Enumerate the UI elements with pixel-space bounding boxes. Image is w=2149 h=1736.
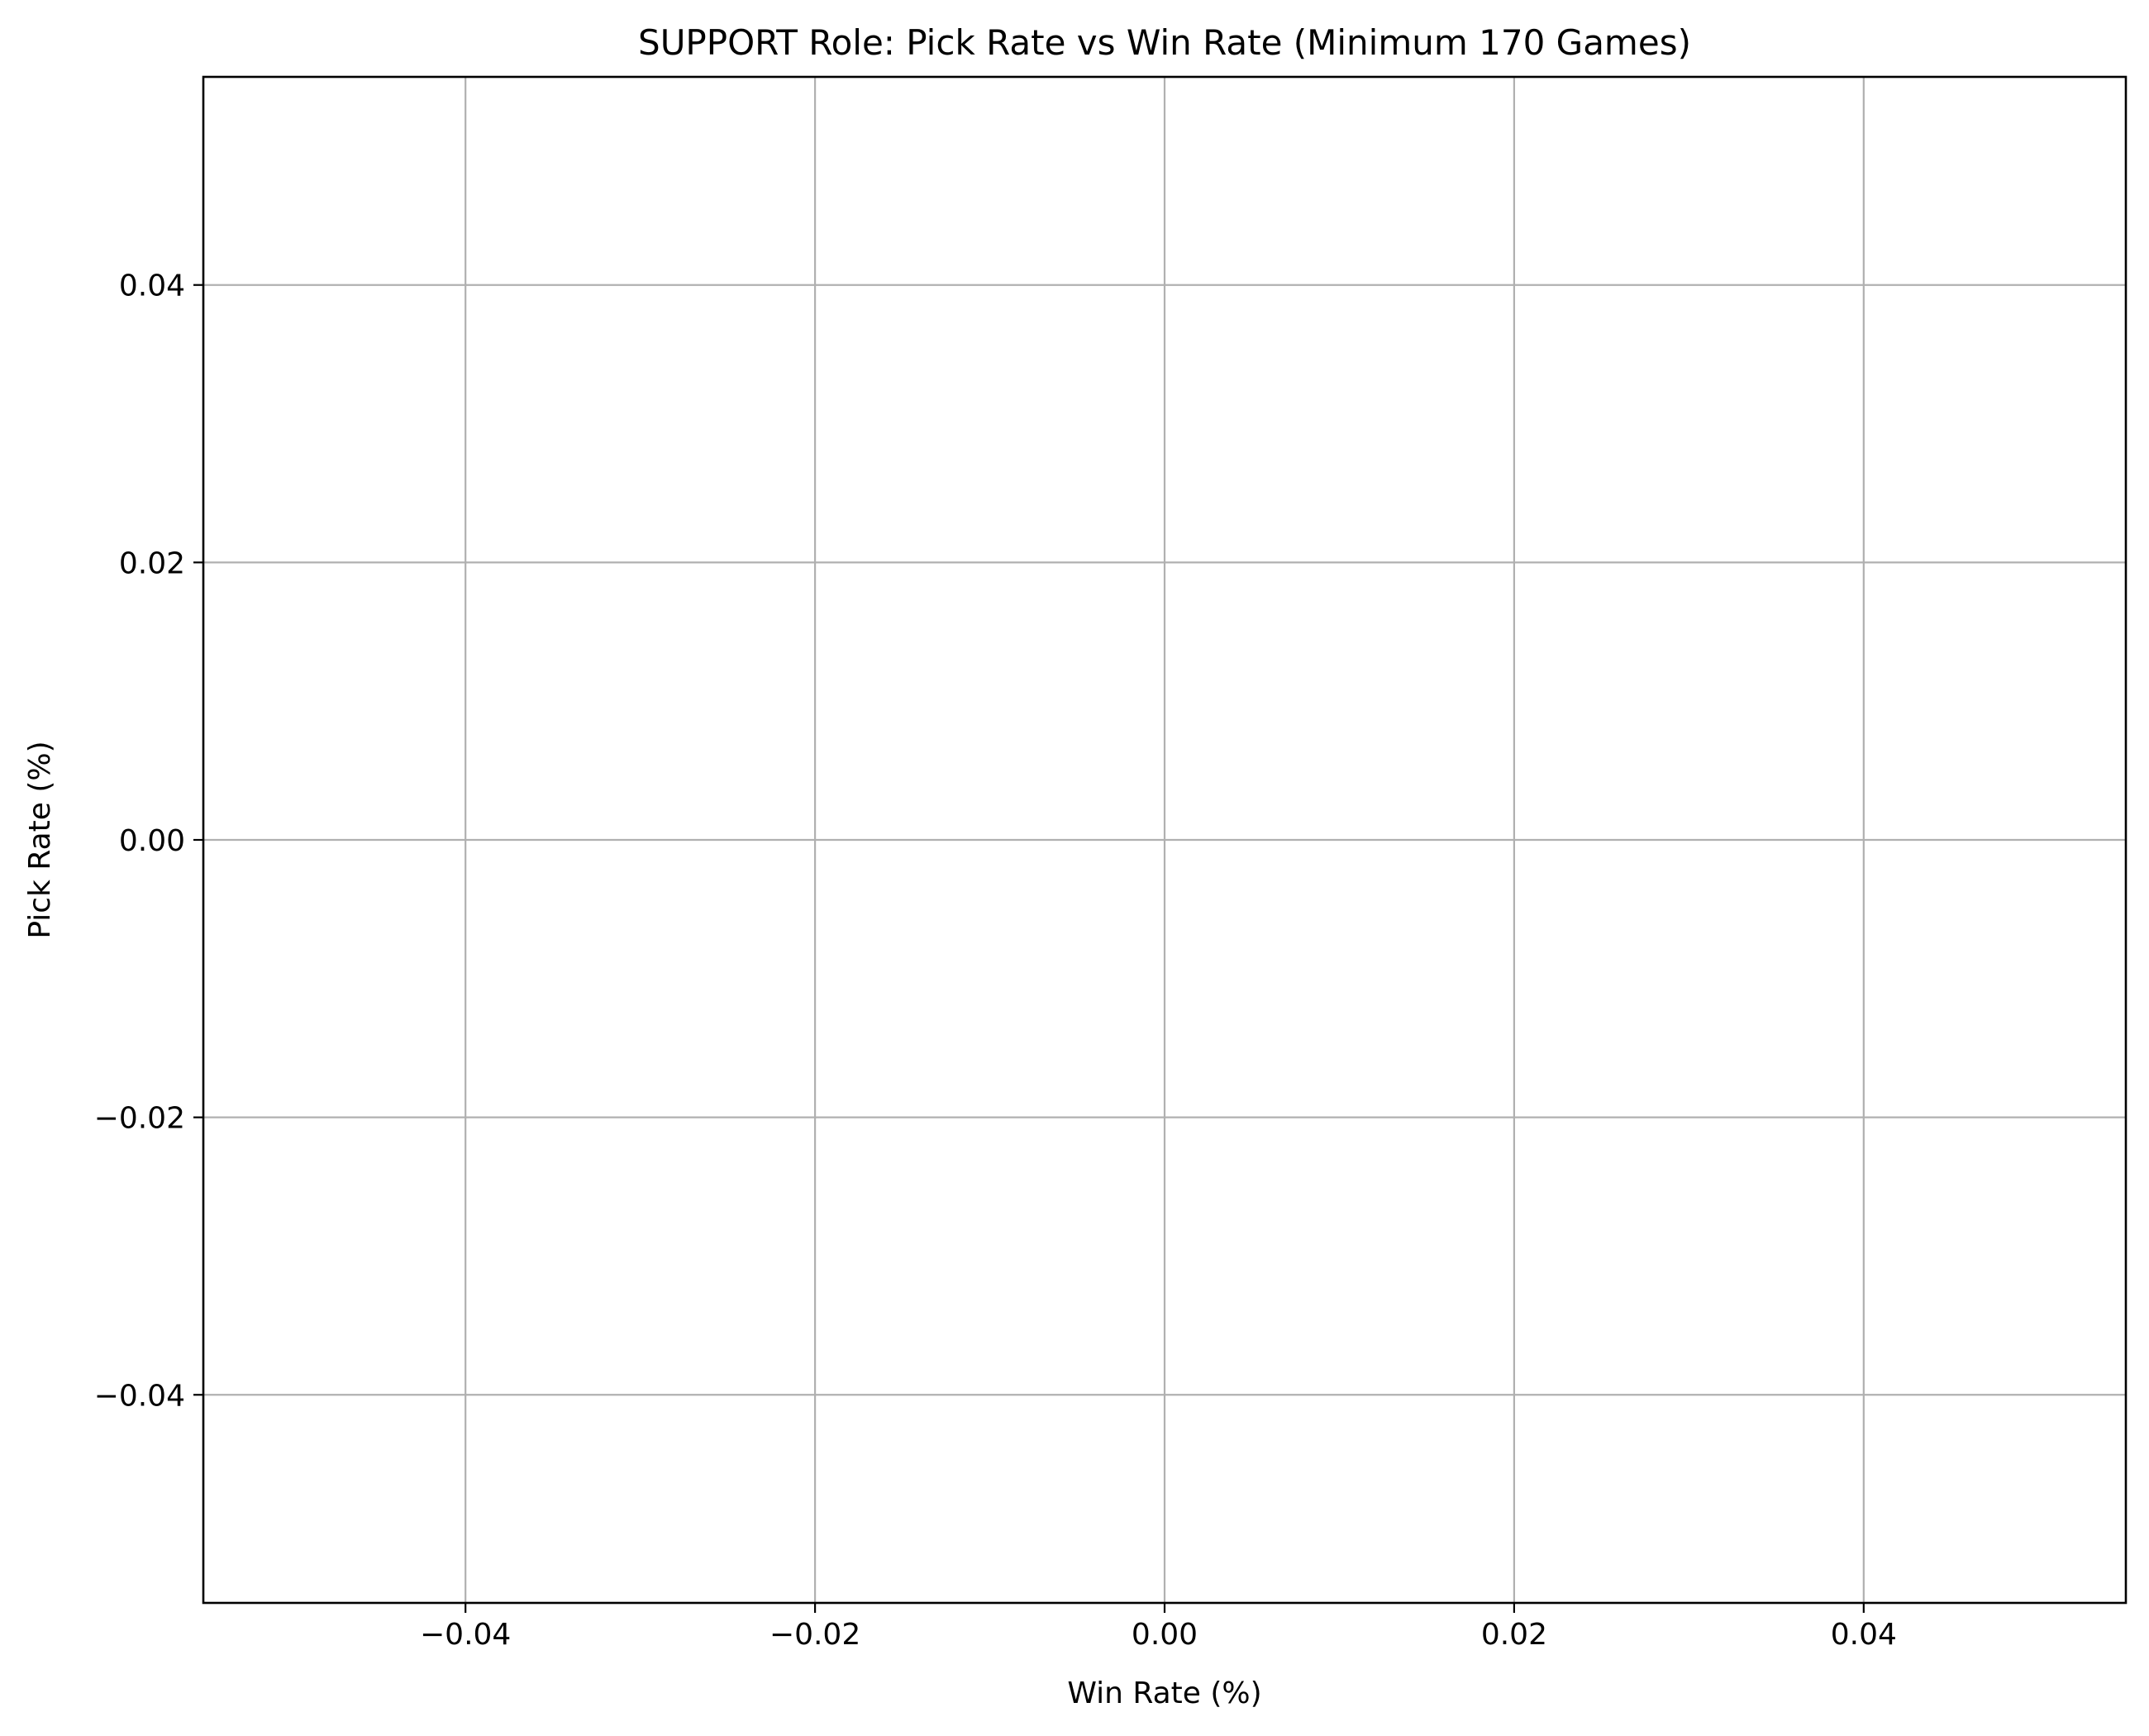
x-axis-label: Win Rate (%) [1067, 1676, 1261, 1710]
y-tick-label: 0.00 [119, 824, 185, 858]
x-tick-label: 0.04 [1831, 1618, 1897, 1652]
y-axis-label: Pick Rate (%) [23, 741, 57, 938]
x-axis-ticks: −0.04 −0.02 0.00 0.02 0.04 [420, 1603, 1897, 1652]
grid [203, 77, 2126, 1603]
x-tick-label: −0.04 [420, 1618, 511, 1652]
y-tick-label: −0.02 [94, 1102, 185, 1136]
y-axis-ticks: −0.04 −0.02 0.00 0.02 0.04 [94, 269, 203, 1413]
y-tick-label: 0.02 [119, 546, 185, 580]
chart-title: SUPPORT Role: Pick Rate vs Win Rate (Min… [638, 22, 1691, 63]
x-tick-label: 0.02 [1481, 1618, 1547, 1652]
x-tick-label: −0.02 [770, 1618, 860, 1652]
y-tick-label: −0.04 [94, 1379, 185, 1413]
x-tick-label: 0.00 [1132, 1618, 1198, 1652]
y-tick-label: 0.04 [119, 269, 185, 303]
